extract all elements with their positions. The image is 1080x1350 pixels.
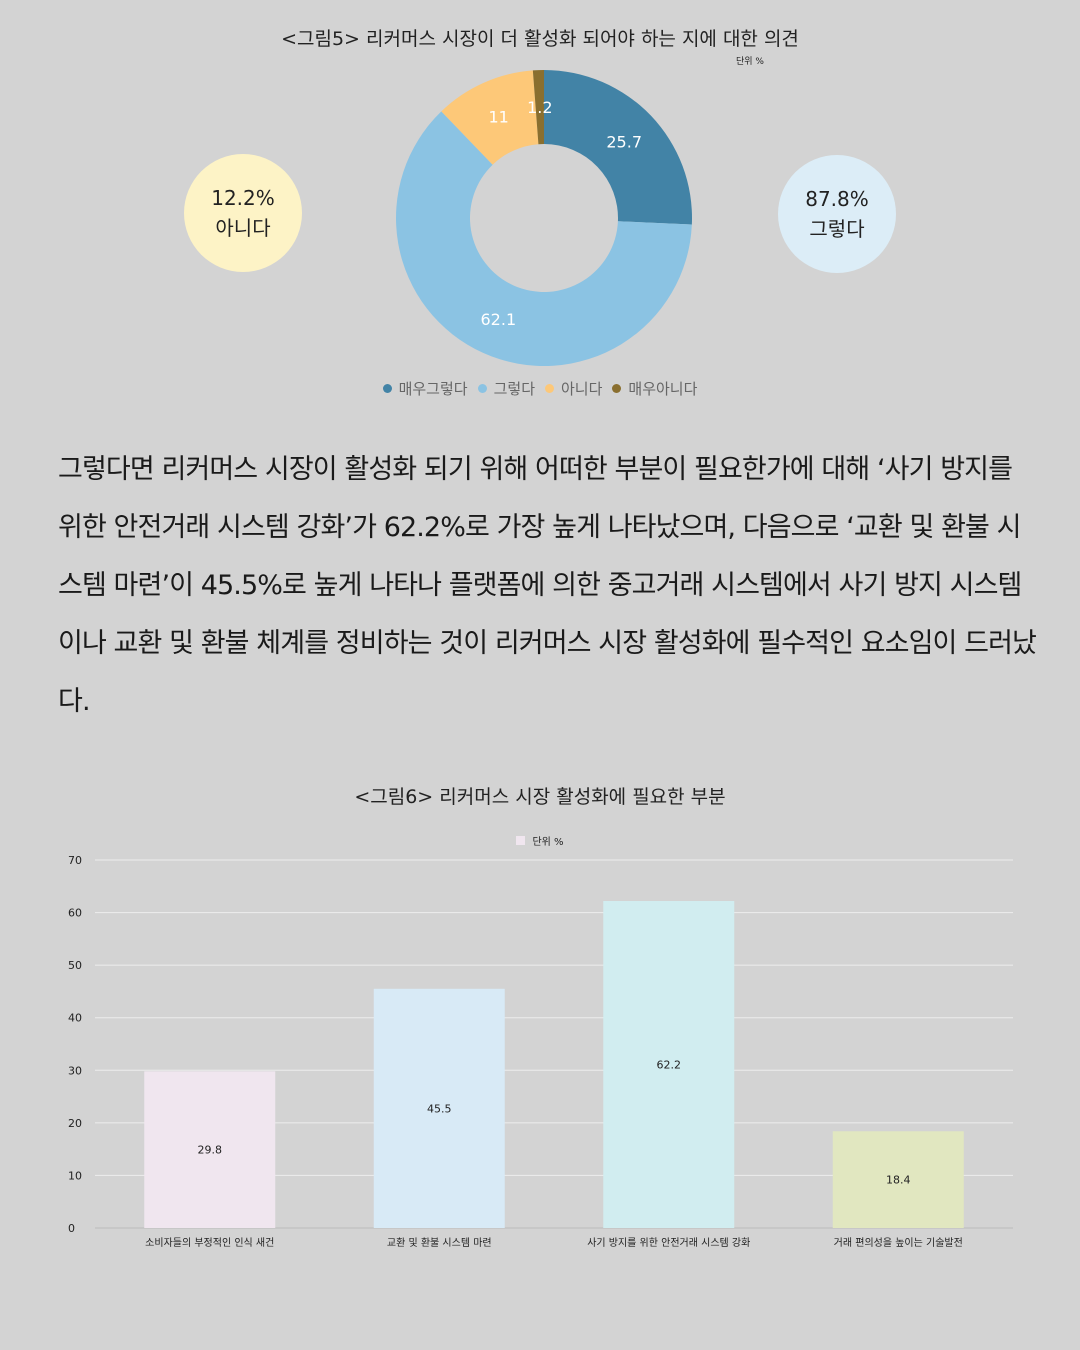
bar-1	[144, 1071, 276, 1228]
legend-item-yes: 그렇다	[477, 378, 535, 399]
legend-dot-yes	[477, 384, 487, 393]
legend-dot-no	[545, 384, 554, 393]
y-tick-label: 30	[68, 1064, 82, 1077]
bar-value-label: 45.5	[427, 1102, 452, 1115]
legend-item-very-yes: 매우그렇다	[382, 378, 468, 399]
no-summary-bubble: 12.2% 아니다	[184, 154, 302, 272]
figure5-unit: 단위 %	[736, 57, 764, 67]
figure6-title: <그림6> 리커머스 시장 활성화에 필요한 부분	[354, 786, 726, 808]
legend-label-very-no: 매우아니다	[628, 380, 698, 398]
opinion-donut-chart: 25.7 62.1 11 1.2	[396, 70, 692, 366]
figure5-title: <그림5> 리커머스 시장이 더 활성화 되어야 하는 지에 대한 의견	[281, 28, 799, 50]
y-tick-label: 0	[68, 1222, 75, 1235]
yes-summary-value: 87.8%	[805, 187, 869, 211]
legend-label-yes: 그렇다	[493, 380, 535, 398]
donut-label-no: 11	[488, 108, 508, 127]
donut-slice-very-yes	[544, 70, 692, 225]
bar-legend: 단위 %	[0, 833, 1080, 848]
x-category-label: 거래 편의성을 높이는 기술발전	[834, 1237, 963, 1249]
legend-item-very-no: 매우아니다	[612, 378, 697, 399]
no-summary-label: 아니다	[215, 216, 271, 240]
bar-3	[603, 901, 735, 1228]
y-tick-label: 40	[68, 1012, 82, 1025]
bar-legend-label: 단위 %	[532, 837, 564, 848]
y-tick-label: 60	[68, 907, 82, 920]
needs-bar-chart: 0 10 20 30 40 50 60 70 29.8 소비자들의 부정적인 인식 새건 45.5 교…	[68, 854, 1013, 1249]
legend-item-no: 아니다	[545, 378, 602, 399]
donut-slice-yes	[396, 111, 692, 366]
bar-value-label: 29.8	[198, 1144, 223, 1157]
legend-label-no: 아니다	[561, 380, 603, 398]
legend-dot-very-yes	[382, 384, 392, 393]
donut-legend: 매우그렇다 그렇다 아니다 매우아니다	[0, 378, 1080, 399]
legend-label-very-yes: 매우그렇다	[398, 380, 468, 398]
donut-label-yes: 62.1	[481, 310, 517, 329]
bar-legend-swatch	[516, 836, 526, 845]
donut-slice-no	[441, 70, 539, 165]
yes-summary-label: 그렇다	[809, 217, 865, 241]
body-paragraph: 그렇다면 리커머스 시장이 활성화 되기 위해 어떠한 부분이 필요한가에 대해…	[58, 454, 1037, 717]
bar-value-label: 62.2	[657, 1059, 682, 1072]
y-tick-label: 20	[68, 1117, 82, 1130]
legend-dot-very-no	[612, 384, 622, 393]
donut-label-very-yes: 25.7	[606, 132, 642, 151]
y-tick-label: 70	[68, 854, 82, 867]
donut-slice-very-no	[532, 70, 544, 145]
bar-4	[832, 1131, 964, 1228]
bar-2	[373, 988, 505, 1228]
y-tick-label: 10	[68, 1169, 82, 1182]
yes-summary-bubble: 87.8% 그렇다	[778, 155, 896, 273]
donut-label-very-no: 1.2	[527, 98, 552, 117]
x-category-label: 사기 방지를 위한 안전거래 시스템 강화	[587, 1236, 750, 1249]
y-tick-label: 50	[68, 959, 82, 972]
x-category-label: 소비자들의 부정적인 인식 새건	[145, 1237, 274, 1249]
no-summary-value: 12.2%	[211, 186, 275, 210]
bar-value-label: 18.4	[886, 1174, 911, 1187]
x-category-label: 교환 및 환불 시스템 마련	[387, 1237, 492, 1249]
